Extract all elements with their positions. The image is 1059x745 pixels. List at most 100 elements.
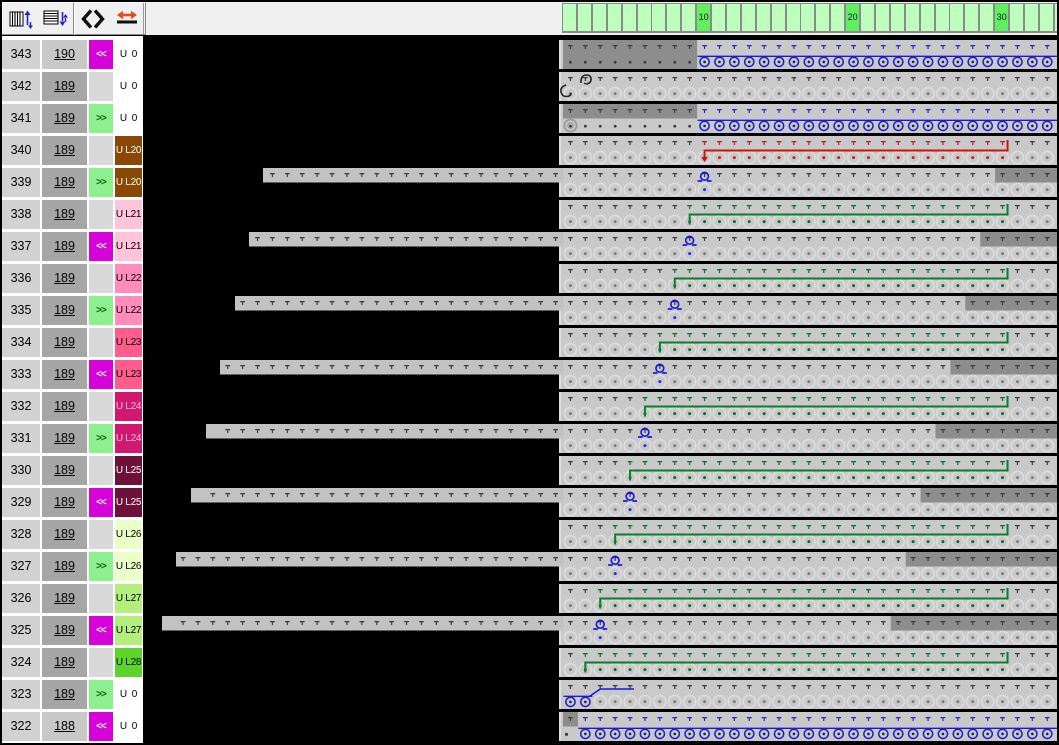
pattern-grid[interactable] [143,36,1057,743]
column-grid-arrows-button[interactable] [5,4,37,33]
row-count-link[interactable]: 189 [42,264,87,293]
ruler-cell-14[interactable] [756,4,770,31]
row-number[interactable]: 343 [2,40,40,69]
row-yarn-label[interactable]: U L27 [115,616,142,645]
row-direction[interactable]: >> [89,168,113,197]
ruler-cell-34[interactable] [1054,4,1057,31]
row-yarn-label[interactable]: U 0 [115,680,142,709]
pattern-row-322[interactable] [559,712,1057,741]
pattern-row-323[interactable] [559,680,1057,709]
ruler-cell-19[interactable] [831,4,845,31]
row-count-link[interactable]: 189 [42,392,87,421]
row-yarn-label[interactable]: U L21 [115,232,142,261]
row-count-link[interactable]: 189 [42,424,87,453]
ruler-cell-6[interactable] [637,4,651,31]
row-direction[interactable]: << [89,232,113,261]
pattern-row-328[interactable] [559,520,1057,549]
row-number[interactable]: 340 [2,136,40,165]
row-count-link[interactable]: 189 [42,616,87,645]
row-number[interactable]: 324 [2,648,40,677]
ruler-cell-15[interactable] [771,4,785,31]
row-yarn-label[interactable]: U L27 [115,584,142,613]
row-direction[interactable]: >> [89,424,113,453]
row-direction[interactable] [89,520,113,549]
row-count-link[interactable]: 189 [42,520,87,549]
row-direction[interactable]: >> [89,552,113,581]
row-direction[interactable] [89,72,113,101]
row-yarn-label[interactable]: U L25 [115,456,142,485]
row-direction[interactable]: << [89,40,113,69]
row-direction[interactable]: >> [89,680,113,709]
ruler-cell-26[interactable] [935,4,949,31]
row-yarn-label[interactable]: U L22 [115,296,142,325]
row-count-link[interactable]: 190 [42,40,87,69]
row-count-link[interactable]: 189 [42,456,87,485]
row-direction[interactable] [89,392,113,421]
pattern-row-325[interactable] [162,616,1057,645]
pattern-row-330[interactable] [559,456,1057,485]
row-yarn-label[interactable]: U 0 [115,72,142,101]
red-swap-arrow-button[interactable] [111,4,143,33]
row-direction[interactable] [89,456,113,485]
row-number[interactable]: 325 [2,616,40,645]
row-direction[interactable]: << [89,616,113,645]
ruler-cell-10[interactable]: 10 [697,4,711,31]
row-number[interactable]: 336 [2,264,40,293]
pattern-row-331[interactable] [206,424,1057,453]
row-count-link[interactable]: 189 [42,232,87,261]
row-yarn-label[interactable]: U L23 [115,360,142,389]
row-yarn-label[interactable]: U L24 [115,392,142,421]
pattern-row-329[interactable] [191,488,1057,517]
row-yarn-label[interactable]: U 0 [115,40,142,69]
ruler-cell-20[interactable]: 20 [846,4,860,31]
row-direction[interactable]: << [89,360,113,389]
row-count-link[interactable]: 189 [42,200,87,229]
ruler-cell-24[interactable] [905,4,919,31]
row-number[interactable]: 322 [2,712,40,741]
row-yarn-label[interactable]: U L21 [115,200,142,229]
ruler-cell-16[interactable] [786,4,800,31]
pattern-row-332[interactable] [559,392,1057,421]
row-count-link[interactable]: 189 [42,136,87,165]
ruler-cell-4[interactable] [607,4,621,31]
row-number[interactable]: 332 [2,392,40,421]
row-number[interactable]: 342 [2,72,40,101]
row-yarn-label[interactable]: U L22 [115,264,142,293]
row-count-link[interactable]: 189 [42,104,87,133]
pattern-row-341[interactable] [559,104,1057,133]
ruler-cell-3[interactable] [592,4,606,31]
ruler-cell-2[interactable] [577,4,591,31]
row-number[interactable]: 341 [2,104,40,133]
row-direction[interactable] [89,136,113,165]
row-direction[interactable]: << [89,712,113,741]
ruler-cell-17[interactable] [801,4,815,31]
row-number[interactable]: 330 [2,456,40,485]
row-yarn-label[interactable]: U L20 [115,168,142,197]
row-number[interactable]: 323 [2,680,40,709]
row-direction[interactable] [89,584,113,613]
ruler-cell-32[interactable] [1024,4,1038,31]
row-number[interactable]: 327 [2,552,40,581]
ruler-cell-21[interactable] [861,4,874,31]
ruler-cell-25[interactable] [920,4,934,31]
row-count-link[interactable]: 189 [42,584,87,613]
row-yarn-label[interactable]: U L25 [115,488,142,517]
row-direction[interactable] [89,200,113,229]
diamond-brackets-button[interactable] [77,4,109,33]
row-yarn-label[interactable]: U L20 [115,136,142,165]
ruler-cell-23[interactable] [890,4,904,31]
row-yarn-label[interactable]: U 0 [115,104,142,133]
ruler-cell-12[interactable] [726,4,740,31]
row-count-link[interactable]: 189 [42,360,87,389]
ruler-cell-29[interactable] [980,4,994,31]
ruler-cell-11[interactable] [712,4,725,31]
row-count-link[interactable]: 189 [42,168,87,197]
ruler-cell-31[interactable] [1010,4,1023,31]
pattern-row-343[interactable] [559,40,1057,69]
pattern-row-324[interactable] [559,648,1057,677]
ruler-cell-28[interactable] [965,4,979,31]
row-yarn-label[interactable]: U 0 [115,712,142,741]
row-count-link[interactable]: 189 [42,488,87,517]
row-number[interactable]: 333 [2,360,40,389]
pattern-row-333[interactable] [220,360,1057,389]
